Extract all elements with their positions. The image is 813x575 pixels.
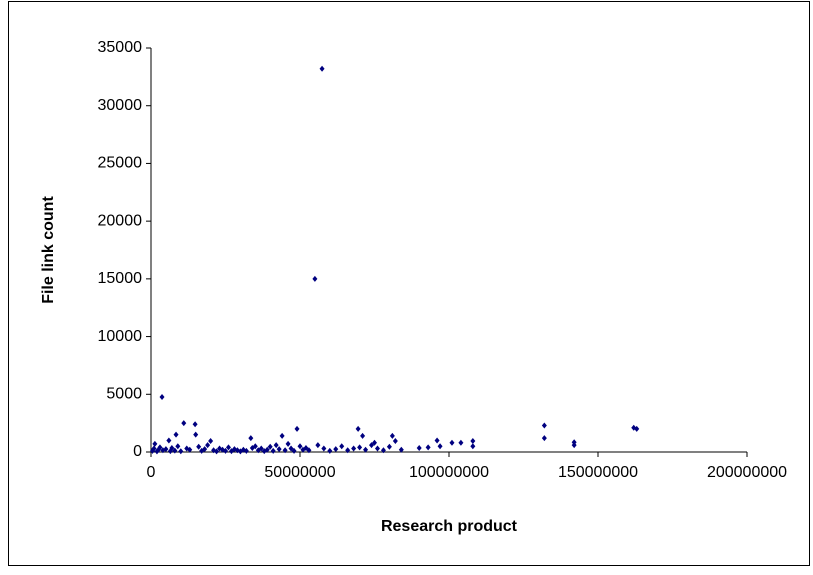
scatter-point xyxy=(327,447,333,454)
scatter-point xyxy=(279,432,285,439)
scatter-point xyxy=(157,444,163,451)
scatter-point xyxy=(173,431,179,438)
scatter-point xyxy=(192,421,198,428)
scatter-point xyxy=(312,275,318,282)
scatter-point xyxy=(449,439,455,446)
scatter-point xyxy=(306,447,312,454)
y-tick-label: 35000 xyxy=(98,39,143,56)
scatter-point xyxy=(202,446,208,453)
scatter-point xyxy=(357,444,363,451)
scatter-point xyxy=(264,446,270,453)
scatter-point xyxy=(355,425,361,432)
scatter-point xyxy=(425,444,431,451)
scatter-point xyxy=(151,445,157,452)
scatter-point xyxy=(169,444,175,451)
scatter-point xyxy=(634,425,640,432)
scatter-point xyxy=(273,442,279,449)
scatter-point xyxy=(363,446,369,453)
scatter-point xyxy=(214,448,220,455)
scatter-point xyxy=(205,442,211,449)
y-tick-label: 5000 xyxy=(106,386,142,403)
scatter-point xyxy=(193,431,199,438)
scatter-point xyxy=(187,446,193,453)
scatter-point xyxy=(282,447,288,454)
x-tick-label: 200000000 xyxy=(707,464,787,481)
scatter-point xyxy=(243,447,249,454)
scatter-point xyxy=(159,393,165,400)
scatter-point xyxy=(386,443,392,450)
y-tick-label: 10000 xyxy=(98,328,143,345)
scatter-point xyxy=(321,445,327,452)
y-tick-label: 15000 xyxy=(98,270,143,287)
scatter-point xyxy=(270,447,276,454)
x-axis-title: Research product xyxy=(381,518,518,535)
scatter-point xyxy=(297,443,303,450)
scatter-point xyxy=(416,444,422,451)
scatter-point xyxy=(315,442,321,449)
scatter-point xyxy=(458,439,464,446)
scatter-point xyxy=(437,443,443,450)
scatter-point xyxy=(470,443,476,450)
scatter-point xyxy=(163,446,169,453)
scatter-point xyxy=(294,425,300,432)
scatter-point xyxy=(208,438,214,445)
scatter-point xyxy=(152,440,158,447)
y-tick-label: 30000 xyxy=(98,97,143,114)
scatter-point xyxy=(360,432,366,439)
scatter-point xyxy=(175,443,181,450)
scatter-point xyxy=(339,443,345,450)
scatter-point xyxy=(285,440,291,447)
scatter-point xyxy=(252,443,258,450)
scatter-point xyxy=(374,445,380,452)
scatter-point xyxy=(172,447,178,454)
scatter-point xyxy=(248,435,254,442)
y-tick-label: 25000 xyxy=(98,155,143,172)
y-tick-label: 20000 xyxy=(98,212,143,229)
chart-border xyxy=(8,1,810,566)
scatter-point xyxy=(541,435,547,442)
scatter-point xyxy=(351,445,357,452)
scatter-point xyxy=(392,438,398,445)
scatter-point xyxy=(571,442,577,449)
scatter-point xyxy=(258,445,264,452)
x-tick-label: 100000000 xyxy=(409,464,489,481)
x-tick-label: 0 xyxy=(147,464,156,481)
y-tick-label: 0 xyxy=(133,443,142,460)
scatter-point xyxy=(470,438,476,445)
scatter-point xyxy=(389,432,395,439)
scatter-point xyxy=(345,447,351,454)
scatter-point xyxy=(541,422,547,429)
y-axis-title: File link count xyxy=(40,196,57,304)
scatter-point xyxy=(181,420,187,427)
scatter-point xyxy=(166,437,172,444)
scatter-point xyxy=(434,437,440,444)
scatter-point xyxy=(291,447,297,454)
x-tick-label: 150000000 xyxy=(558,464,638,481)
scatter-point xyxy=(223,447,228,454)
scatter-point xyxy=(267,443,273,450)
scatter-point xyxy=(380,447,386,454)
x-tick-label: 50000000 xyxy=(264,464,335,481)
scatter-point xyxy=(178,448,184,455)
scatter-point xyxy=(398,446,404,453)
scatter-point xyxy=(369,442,375,449)
scatter-point xyxy=(333,446,339,453)
scatter-point xyxy=(225,444,231,451)
scatter-point xyxy=(276,446,282,453)
scatter-point xyxy=(319,65,325,72)
scatter-point xyxy=(196,443,202,450)
